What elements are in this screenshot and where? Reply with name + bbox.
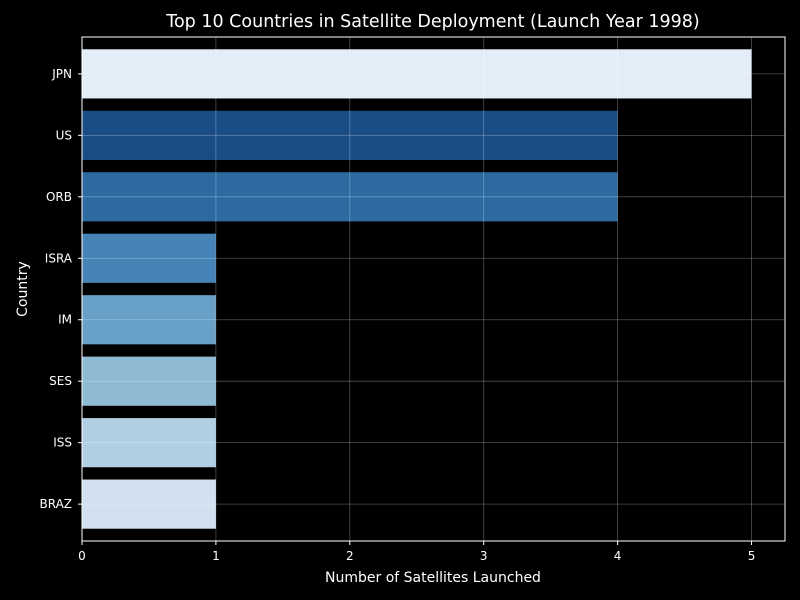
x-tick-label: 5 (748, 549, 756, 563)
bars (82, 49, 752, 529)
bar-jpn (82, 49, 752, 99)
x-tick-label: 3 (480, 549, 488, 563)
bar-ses (82, 356, 216, 406)
bar-braz (82, 479, 216, 529)
y-tick-label: IM (58, 313, 72, 327)
y-tick-label: ORB (46, 190, 72, 204)
bar-us (82, 110, 618, 160)
y-tick-label: ISRA (45, 251, 73, 265)
x-tick-label: 4 (614, 549, 622, 563)
y-tick-label: BRAZ (39, 497, 72, 511)
plot-frame (81, 36, 786, 542)
y-tick-label: JPN (51, 67, 72, 81)
bar-isra (82, 233, 216, 283)
x-tick-label: 0 (78, 549, 86, 563)
x-axis-ticks: 0 1 2 3 4 5 (78, 541, 755, 563)
x-tick-label: 1 (212, 549, 220, 563)
x-tick-label: 2 (346, 549, 354, 563)
y-axis-label: Country (15, 261, 31, 317)
bar-iss (82, 418, 216, 468)
y-tick-label: ISS (53, 436, 72, 450)
y-tick-label: US (56, 128, 72, 142)
bar-im (82, 295, 216, 345)
chart-title: Top 10 Countries in Satellite Deployment… (165, 12, 700, 32)
y-tick-label: SES (49, 374, 72, 388)
bar-orb (82, 172, 618, 222)
y-axis-ticks: JPN US ORB ISRA IM SES ISS BRAZ (39, 67, 82, 511)
x-axis-label: Number of Satellites Launched (325, 570, 541, 586)
